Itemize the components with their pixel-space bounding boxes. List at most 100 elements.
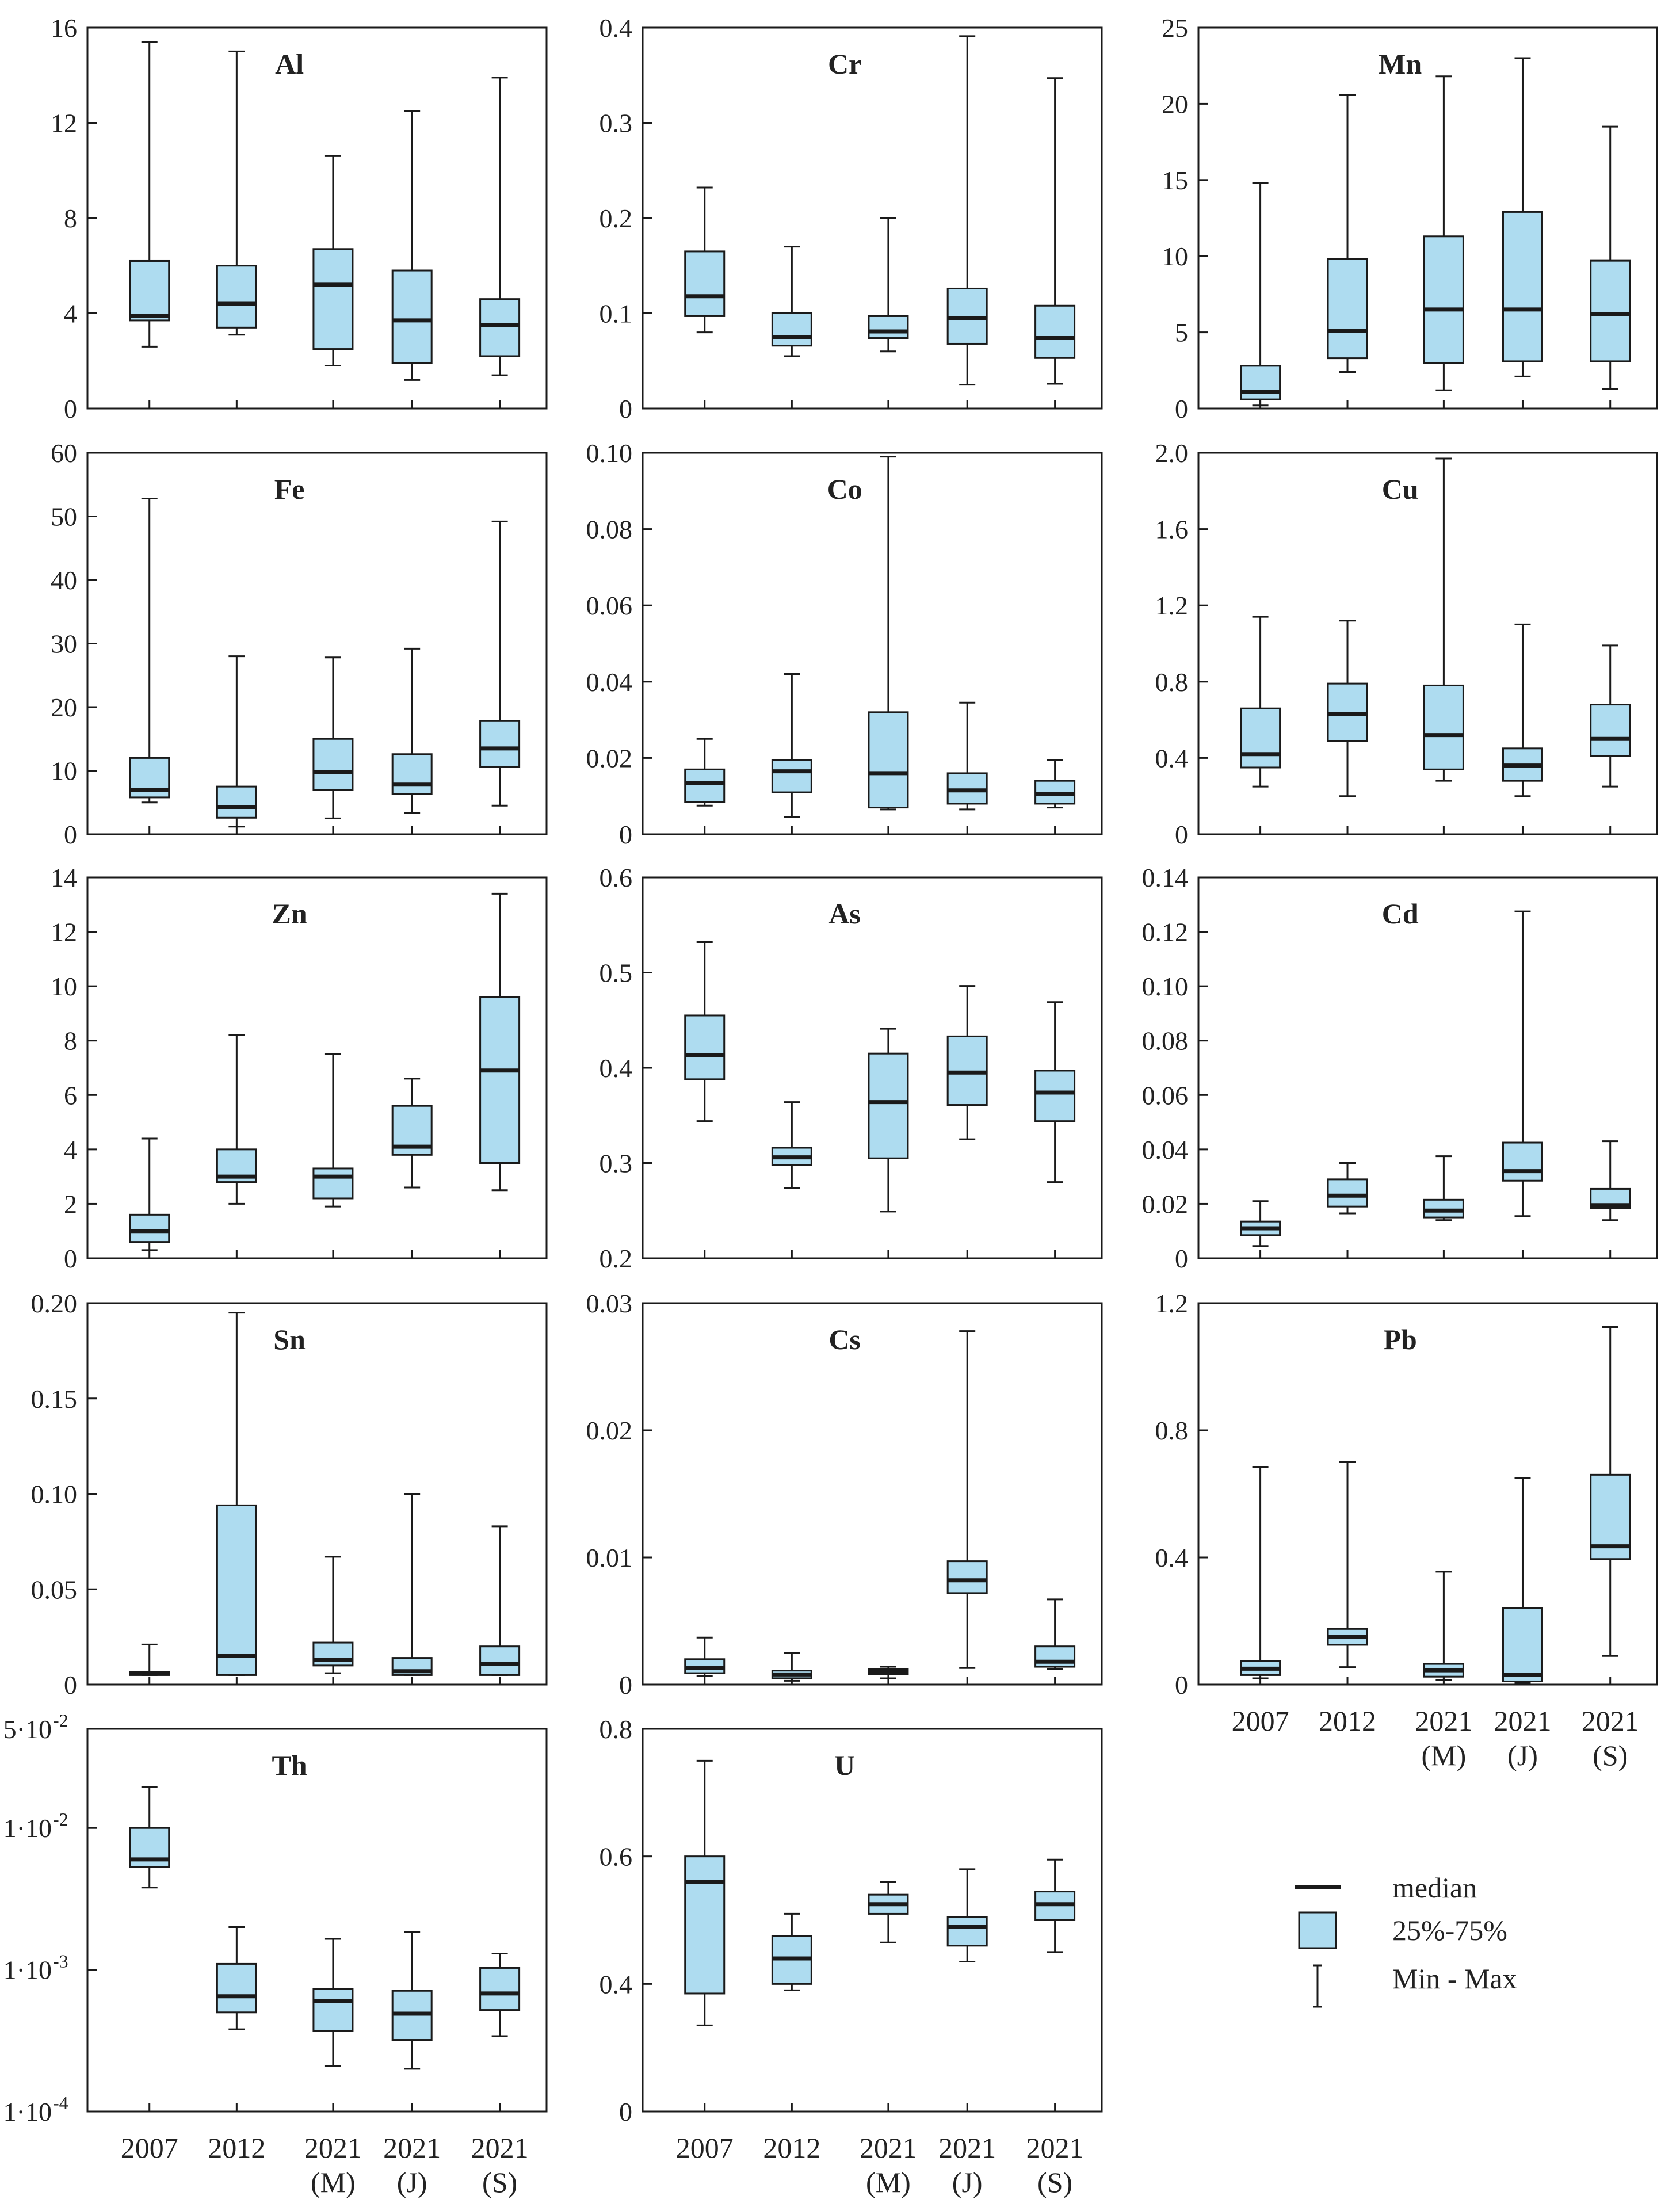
y-tick-label: 4 [64, 1135, 77, 1164]
iqr-box [684, 768, 726, 803]
y-tick-label: 0.15 [31, 1384, 78, 1414]
iqr-box [868, 315, 909, 339]
y-tick-label: 30 [51, 629, 77, 659]
box-5 [1034, 1598, 1076, 1670]
plot-frame [642, 452, 1103, 835]
box-2 [1327, 1162, 1368, 1215]
iqr-box [479, 1967, 521, 2011]
box-5 [479, 892, 521, 1192]
y-tick-label: 0.02 [586, 743, 633, 773]
panel-title: Th [272, 1749, 307, 1781]
y-tick-label: 0.04 [586, 667, 633, 697]
panel-title: Cr [828, 48, 861, 80]
iqr-box [1423, 235, 1464, 364]
plot-frame [86, 1302, 548, 1686]
y-tick-label: 10 [1162, 242, 1188, 271]
iqr-box [684, 250, 726, 317]
plot-frame [86, 876, 548, 1259]
panel-title: Cu [1382, 473, 1419, 505]
panel-title: Zn [272, 898, 307, 930]
y-tick-label: 60 [51, 438, 77, 468]
y-tick-label: 8 [64, 1026, 77, 1056]
iqr-box [1240, 707, 1281, 769]
box-2 [1327, 94, 1368, 373]
legend: median 25%-75% Min - Max [1295, 1872, 1517, 2008]
iqr-box [1240, 365, 1281, 400]
box-5 [1590, 1140, 1631, 1221]
iqr-box [684, 1014, 726, 1080]
y-tick-label: 8 [64, 204, 77, 233]
iqr-box [129, 1213, 170, 1243]
category-label-sub: (J) [397, 2166, 427, 2198]
iqr-box [1034, 1070, 1076, 1122]
y-tick-label: 0 [1175, 820, 1188, 849]
y-tick-label: 0 [619, 1670, 632, 1700]
panel-title: Fe [274, 473, 305, 505]
box-4 [391, 1078, 433, 1189]
box-3 [1423, 75, 1464, 391]
box-5 [1590, 125, 1631, 390]
box-1 [1240, 1466, 1281, 1679]
iqr-box [771, 312, 812, 347]
y-tick-label: 1.2 [1155, 1289, 1189, 1318]
category-label: 2021 [860, 2132, 917, 2164]
category-label-sub: (M) [1422, 1739, 1467, 1771]
panel-cd: Cd 0 0.02 0.04 0.06 0.08 0.10 0.12 0.14 [1142, 863, 1658, 1273]
y-tick-label: 0.02 [1142, 1189, 1189, 1219]
y-tick-label: 10 [51, 757, 77, 786]
legend-whisker-label: Min - Max [1392, 1962, 1517, 1995]
box-3 [312, 1556, 354, 1674]
box-4 [946, 1868, 988, 1963]
category-label-sub: (S) [1037, 2166, 1072, 2198]
y-tick-label: 0.8 [600, 1715, 633, 1744]
y-tick-label: 0.8 [1155, 1416, 1189, 1445]
y-tick-label: 0.2 [600, 204, 633, 233]
y-tick-label: 0.4 [1155, 743, 1189, 773]
plot-frame [642, 1302, 1103, 1686]
box-5 [1034, 759, 1076, 809]
box-5 [1590, 1326, 1631, 1657]
y-tick-label: 5·10 [3, 1715, 52, 1744]
iqr-box [1590, 704, 1631, 757]
iqr-box [479, 996, 521, 1164]
box-3 [1423, 1571, 1464, 1681]
y-tick-label: 0.10 [31, 1480, 78, 1509]
category-label: 2007 [1232, 1705, 1289, 1737]
panel-title: Pb [1384, 1323, 1417, 1355]
iqr-box [1423, 684, 1464, 770]
y-tick-label: 0.14 [1142, 863, 1189, 892]
iqr-box [1423, 1198, 1464, 1219]
box-4 [391, 110, 433, 381]
box-3 [868, 1028, 909, 1213]
y-tick-label: 4 [64, 299, 77, 329]
panel-co: Co 0 0.02 0.04 0.06 0.08 0.10 [586, 438, 1103, 849]
iqr-box [1034, 1645, 1076, 1668]
iqr-box [479, 1645, 521, 1676]
iqr-box [312, 248, 354, 350]
box-5 [1034, 77, 1076, 385]
y-tick-label: 5 [1175, 318, 1188, 348]
box-1 [684, 186, 726, 334]
box-2 [771, 1652, 812, 1682]
y-tick-label: 1·10 [3, 2097, 52, 2126]
y-tick-label: 0.04 [1142, 1135, 1189, 1164]
y-tick-label: 0.10 [586, 438, 633, 468]
box-3 [1423, 457, 1464, 782]
category-label-sub: (M) [866, 2166, 911, 2198]
plot-frame [1197, 1302, 1658, 1686]
iqr-box [391, 269, 433, 364]
legend-median-label: median [1392, 1872, 1477, 1904]
y-tick-label: 12 [51, 109, 77, 138]
category-label: 2007 [676, 2132, 734, 2164]
y-tick-label: 0 [619, 820, 632, 849]
box-3 [868, 456, 909, 811]
plot-frame [86, 1728, 548, 2113]
box-3 [868, 1666, 909, 1679]
plot-frame [1197, 452, 1658, 835]
y-tick-label: 0.03 [586, 1289, 633, 1318]
category-label-sub: (J) [1507, 1739, 1538, 1771]
y-tick-label: 0.2 [600, 1244, 633, 1273]
box-2 [771, 1912, 812, 1991]
